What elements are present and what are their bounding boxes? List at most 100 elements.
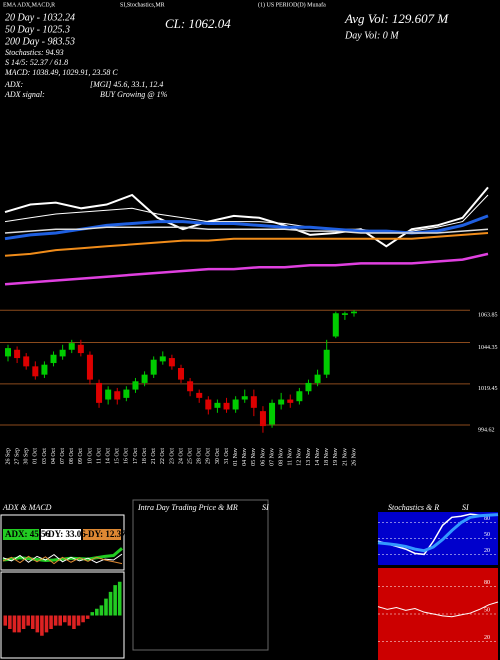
- stoch-text: Stochastics: 94.93: [5, 48, 64, 57]
- x-tick-label: 24 Oct: [178, 448, 184, 464]
- adx-box: [3, 529, 39, 540]
- top-left: EMA ADX,MACD,R: [3, 2, 55, 8]
- x-tick-label: 17 Oct: [133, 448, 139, 464]
- adx-signal-label: ADX signal:: [4, 90, 45, 99]
- x-tick-label: 15 Oct: [115, 448, 121, 464]
- intraday-title: Intra Day Trading Price & MR: [137, 503, 238, 512]
- candle-body: [68, 343, 75, 350]
- x-tick-label: 01 Nov: [233, 448, 239, 466]
- histogram-bar: [12, 615, 17, 633]
- ma200-text: 200 Day - 983.53: [5, 36, 75, 47]
- y-tick-label: 20: [484, 635, 490, 641]
- candle-body: [232, 399, 239, 410]
- series-line: [2, 553, 123, 564]
- x-tick-label: 12 Nov: [297, 448, 303, 466]
- ma50-text: 50 Day - 1025.3: [5, 24, 70, 35]
- histogram-bar: [58, 615, 62, 626]
- candle-body: [105, 389, 112, 400]
- adx-box-text: ADX: 45.56: [5, 529, 50, 539]
- series-line: [377, 513, 499, 553]
- x-tick-label: 04 Nov: [242, 448, 248, 466]
- candle-body: [132, 381, 139, 390]
- adx-value: [MGI] 45.6, 33.1, 12.4: [90, 80, 163, 89]
- x-tick-label: 08 Oct: [69, 448, 75, 464]
- histogram-bar: [104, 598, 108, 616]
- y-tick-label: 50: [484, 532, 490, 538]
- candle-body: [86, 354, 93, 380]
- adx-signal: BUY Growing @ 1%: [100, 90, 168, 99]
- candle-body: [223, 402, 230, 410]
- adx-title: ADX & MACD: [2, 503, 52, 512]
- candle-body: [41, 364, 48, 375]
- candle-body: [296, 391, 303, 402]
- y-tick-label: 20: [484, 548, 490, 554]
- x-tick-label: 21 Oct: [151, 448, 157, 464]
- histogram-bar: [35, 615, 40, 633]
- series-line: [4, 232, 489, 257]
- candle-body: [332, 313, 339, 337]
- x-tick-label: 28 Oct: [197, 448, 203, 464]
- series-line: [377, 601, 499, 618]
- pdy-box: [41, 529, 81, 540]
- histogram-bar: [44, 615, 49, 633]
- x-tick-label: 05 Nov: [251, 448, 257, 466]
- candle-body: [205, 399, 212, 410]
- candle-body: [259, 411, 266, 427]
- mdy-box: [83, 529, 121, 540]
- x-tick-label: 08 Nov: [279, 448, 285, 466]
- x-tick-label: 27 Sep: [14, 448, 20, 465]
- candle-body: [150, 359, 157, 375]
- candle-body: [5, 348, 11, 357]
- candle-body: [351, 311, 357, 314]
- ma20-text: 20 Day - 1032.24: [5, 12, 75, 23]
- candle-body: [96, 382, 103, 403]
- histogram-bar: [108, 591, 113, 616]
- histogram-bar: [17, 615, 21, 633]
- series-line: [4, 226, 489, 234]
- x-tick-label: 06 Nov: [260, 448, 266, 466]
- x-tick-label: 11 Oct: [96, 448, 102, 464]
- y-tick-label: 80: [484, 580, 490, 586]
- x-tick-label: 09 Oct: [78, 448, 84, 464]
- candle-body: [187, 381, 194, 392]
- y-tick-label: 50: [484, 607, 490, 613]
- histogram-bar: [21, 615, 26, 629]
- candle-body: [32, 366, 39, 377]
- x-tick-label: 11 Nov: [288, 448, 294, 466]
- histogram-bar: [72, 615, 76, 629]
- series-line: [4, 252, 489, 286]
- series-line: [2, 555, 123, 565]
- x-tick-label: 21 Nov: [342, 448, 348, 466]
- histogram-bar: [113, 585, 117, 616]
- day-vol: Day Vol: 0 M: [344, 30, 399, 41]
- candle-body: [77, 344, 84, 354]
- histogram-bar: [81, 615, 85, 623]
- candle-body: [314, 374, 321, 383]
- candle-body: [196, 392, 203, 398]
- y-tick-label: 994.62: [478, 427, 495, 433]
- x-tick-label: 07 Oct: [60, 448, 66, 464]
- pdy-box-text: +DY: 33.06: [43, 529, 86, 539]
- candle-body: [214, 402, 221, 408]
- y-tick-label: 1044.35: [478, 345, 498, 351]
- candle-body: [168, 358, 175, 367]
- candle-body: [241, 396, 248, 400]
- intraday-si: SI: [262, 503, 269, 512]
- histogram-bar: [67, 615, 72, 626]
- candle-body: [269, 402, 276, 425]
- x-tick-label: 25 Oct: [187, 448, 193, 464]
- histogram-bar: [117, 581, 122, 616]
- macd-text: MACD: 1038.49, 1029.91, 23.58 C: [4, 68, 118, 77]
- x-tick-label: 19 Nov: [333, 448, 339, 466]
- x-tick-label: 18 Nov: [324, 448, 330, 466]
- x-tick-label: 14 Nov: [315, 448, 321, 466]
- adx-label: ADX:: [4, 80, 24, 89]
- x-tick-label: 03 Oct: [42, 448, 48, 464]
- histogram-bar: [26, 615, 30, 626]
- x-tick-label: 01 Oct: [33, 448, 39, 464]
- candle-body: [305, 382, 312, 392]
- histogram-bar: [3, 615, 8, 626]
- histogram-bar: [40, 615, 44, 636]
- candle-body: [141, 374, 148, 383]
- candle-body: [123, 389, 130, 398]
